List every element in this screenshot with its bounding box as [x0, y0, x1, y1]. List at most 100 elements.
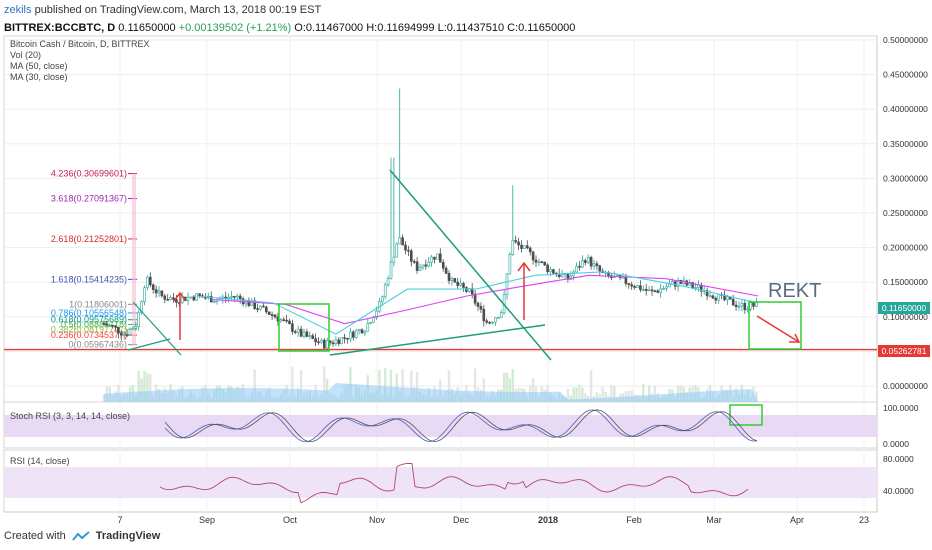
- candle-body: [708, 295, 712, 298]
- volume-bar: [566, 389, 570, 402]
- candle-body: [583, 260, 587, 263]
- candle-body: [264, 306, 268, 313]
- x-tick-label: Feb: [626, 515, 642, 525]
- candle-body: [676, 279, 680, 287]
- volume-bar: [143, 370, 146, 402]
- candle-body: [726, 296, 729, 301]
- up-arrow-1[interactable]: [173, 291, 187, 340]
- candle-body: [636, 285, 639, 288]
- symbol-label: BITTREX:BCCBTC, D: [4, 22, 116, 34]
- candle-body: [447, 273, 451, 281]
- candle-body: [259, 305, 262, 310]
- volume-bar: [389, 369, 393, 402]
- candle-body: [380, 296, 384, 302]
- candle-body: [285, 319, 288, 322]
- target-box[interactable]: [748, 301, 802, 350]
- volume-bar: [601, 387, 604, 402]
- candle-body: [157, 290, 161, 294]
- candle-body: [172, 297, 175, 300]
- candle-body: [743, 303, 747, 311]
- rsi-line: [159, 462, 749, 504]
- volume-bar: [630, 390, 633, 402]
- x-tick-label: Dec: [453, 515, 470, 525]
- candle-body: [662, 288, 665, 290]
- rsi-tick-label: 80.0000: [883, 454, 914, 464]
- candle-body: [192, 296, 196, 301]
- volume-bar: [253, 369, 256, 402]
- flag-trendline-1[interactable]: [132, 301, 182, 356]
- candle-body: [505, 273, 509, 296]
- candle-body: [740, 303, 744, 307]
- consolidation-box[interactable]: [278, 303, 330, 352]
- author-link[interactable]: zekils: [4, 4, 32, 16]
- fib-level-label: 0.382(0.08197747): [51, 324, 127, 334]
- fib-retracement[interactable]: 4.236(0.30699601) 3.618(0.27091367) 2.618(…: [51, 169, 137, 350]
- candle-body: [163, 295, 167, 300]
- candle-body: [102, 323, 106, 326]
- candle-body: [491, 321, 494, 324]
- candle-body: [108, 324, 111, 327]
- candle-body: [366, 323, 370, 332]
- time-axis[interactable]: 7 Sep Oct Nov Dec 2018 Feb Mar Apr 23: [117, 515, 869, 525]
- descending-trendline[interactable]: [389, 169, 552, 361]
- support-price-badge: [878, 345, 930, 357]
- candle-body: [438, 253, 442, 263]
- x-tick-label: Apr: [790, 515, 804, 525]
- candle-body: [595, 263, 599, 267]
- tradingview-brand[interactable]: TradingView: [95, 530, 161, 542]
- last-price-badge-text: 0.11650000: [882, 303, 927, 313]
- candle-body: [546, 264, 549, 273]
- rsi-band: [4, 467, 877, 498]
- ascending-trendline[interactable]: [329, 324, 546, 356]
- volume-bar: [642, 384, 645, 402]
- up-arrow-2[interactable]: [517, 261, 531, 320]
- candle-body: [128, 328, 132, 336]
- fib-level-label: 0.5(0.08886718): [61, 320, 127, 330]
- candle-body: [653, 290, 657, 293]
- candle-body: [299, 328, 303, 337]
- volume-bar: [572, 387, 575, 402]
- candle-body: [262, 305, 265, 308]
- candle-body: [337, 339, 341, 345]
- candle-body: [340, 337, 343, 345]
- candle-body: [752, 302, 755, 307]
- candle-body: [711, 295, 715, 299]
- price-axis[interactable]: 0.50000000 0.45000000 0.40000000 0.35000000…: [883, 35, 928, 496]
- candle-body: [592, 263, 596, 267]
- fib-level-label: 4.236(0.30699601): [51, 169, 127, 179]
- candle-body: [224, 296, 227, 299]
- x-tick-label: 23: [859, 515, 869, 525]
- candle-body: [705, 290, 709, 297]
- candle-body: [488, 322, 491, 324]
- volume-bar: [410, 370, 413, 402]
- candle-body: [540, 261, 544, 264]
- candle-body: [462, 283, 465, 288]
- volume-bar: [137, 370, 140, 402]
- candle-body: [363, 330, 367, 334]
- candle-body: [598, 265, 602, 272]
- candle-body: [369, 322, 372, 324]
- volume-bar: [102, 394, 106, 402]
- volume-bar: [383, 367, 387, 402]
- candle-body: [166, 299, 169, 301]
- volume-bar: [575, 387, 578, 402]
- candle-body: [134, 326, 138, 329]
- volume-bar: [149, 373, 152, 402]
- candle-body: [552, 269, 555, 274]
- candle-body: [302, 331, 306, 337]
- volume-bar: [589, 370, 593, 402]
- y-tick-label: 0.10000000: [883, 312, 928, 322]
- candle-body: [737, 305, 741, 308]
- flag-trendline-2[interactable]: [127, 338, 171, 351]
- ma50-line: [210, 274, 759, 325]
- candle-body: [560, 274, 564, 277]
- candle-body: [212, 301, 216, 303]
- volume-bar: [291, 366, 294, 402]
- candle-body: [267, 311, 271, 315]
- candle-body: [633, 285, 636, 288]
- down-arrow[interactable]: [756, 315, 801, 343]
- candle-body: [572, 271, 575, 277]
- x-tick-label: Oct: [283, 515, 298, 525]
- candle-body: [586, 256, 590, 263]
